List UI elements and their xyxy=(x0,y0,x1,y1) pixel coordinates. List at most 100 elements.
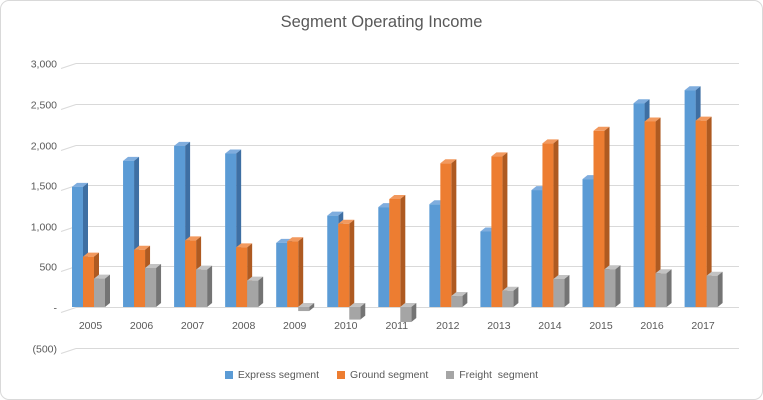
y-tick-connector xyxy=(60,348,77,354)
bar-ground-2017 xyxy=(695,120,707,307)
bar-ground-2015 xyxy=(593,130,605,307)
bar-top-ground-2016 xyxy=(644,117,661,122)
y-tick-connector xyxy=(60,307,77,313)
bar-express-2015 xyxy=(582,179,594,307)
bar-top-ground-2006 xyxy=(134,245,151,250)
bar-side-ground-2017 xyxy=(706,116,712,308)
bar-side-freight-2011 xyxy=(411,303,417,323)
bar-express-2013 xyxy=(480,231,492,307)
bar-top-express-2007 xyxy=(174,141,191,146)
bar-freight-2014 xyxy=(553,278,565,307)
bar-top-freight-2014 xyxy=(553,274,570,279)
legend-swatch-freight xyxy=(446,371,455,379)
y-tick-connector xyxy=(60,63,77,69)
bar-freight-2015 xyxy=(604,269,616,307)
bar-freight-2008 xyxy=(247,280,259,307)
bar-top-freight-2015 xyxy=(604,265,621,270)
bar-top-freight-2007 xyxy=(196,265,213,270)
x-axis-label: 2017 xyxy=(691,320,715,332)
x-axis-label: 2010 xyxy=(334,320,358,332)
bar-freight-2011 xyxy=(400,307,412,323)
bar-freight-2016 xyxy=(655,273,667,307)
bar-side-freight-2010 xyxy=(360,303,366,320)
bar-top-ground-2008 xyxy=(236,243,253,248)
y-axis-label: 500 xyxy=(39,262,57,274)
bar-ground-2006 xyxy=(134,249,146,307)
bar-freight-2006 xyxy=(145,268,157,307)
bar-freight-2009 xyxy=(298,307,310,312)
bar-top-ground-2012 xyxy=(440,159,457,164)
bar-side-ground-2015 xyxy=(604,126,610,308)
bar-top-express-2008 xyxy=(225,149,242,154)
bar-ground-2014 xyxy=(542,143,554,307)
bar-top-freight-2016 xyxy=(655,269,672,274)
x-axis-label: 2007 xyxy=(181,320,205,332)
bar-side-ground-2011 xyxy=(400,195,406,307)
bar-ground-2007 xyxy=(185,240,197,307)
legend-label-freight: Freight segment xyxy=(459,369,539,381)
x-axis-label: 2012 xyxy=(436,320,460,332)
bar-top-ground-2014 xyxy=(542,139,559,144)
legend-item-express: Express segment xyxy=(224,369,320,381)
bar-top-express-2005 xyxy=(72,182,88,187)
x-axis-label: 2009 xyxy=(283,320,307,332)
bar-top-express-2010 xyxy=(327,211,344,216)
bar-side-ground-2012 xyxy=(451,159,457,307)
bar-top-express-2016 xyxy=(633,99,650,104)
bar-express-2006 xyxy=(123,160,135,307)
bar-top-ground-2017 xyxy=(695,116,712,121)
bar-ground-2008 xyxy=(236,247,248,307)
bar-top-ground-2010 xyxy=(338,219,355,224)
bar-express-2012 xyxy=(429,204,441,307)
bar-side-freight-2006 xyxy=(156,264,162,307)
bar-side-ground-2014 xyxy=(553,139,559,307)
bar-side-freight-2005 xyxy=(105,274,110,307)
bar-side-ground-2016 xyxy=(655,117,661,307)
bar-side-freight-2012 xyxy=(462,292,468,307)
bar-side-freight-2015 xyxy=(615,265,621,307)
bar-ground-2009 xyxy=(287,241,299,307)
bar-top-ground-2007 xyxy=(185,236,202,241)
bar-side-ground-2013 xyxy=(502,152,508,307)
bar-express-2007 xyxy=(174,145,186,307)
chart-title: Segment Operating Income xyxy=(280,13,483,31)
x-axis-label: 2013 xyxy=(487,320,511,332)
y-axis-label: 2,000 xyxy=(31,141,57,153)
bar-side-freight-2009 xyxy=(309,303,315,312)
x-axis-label: 2014 xyxy=(538,320,562,332)
bar-top-freight-2009 xyxy=(298,303,315,307)
bar-top-ground-2013 xyxy=(491,152,508,157)
x-axis-label: 2016 xyxy=(640,320,664,332)
bar-top-freight-2011 xyxy=(400,303,417,307)
y-tick-connector xyxy=(60,145,77,151)
x-axis-label: 2008 xyxy=(232,320,256,332)
legend-swatch-express xyxy=(224,371,233,379)
x-axis-label: 2015 xyxy=(589,320,613,332)
bar-top-freight-2006 xyxy=(145,264,162,269)
bar-express-2011 xyxy=(378,207,390,307)
x-axis-label: 2006 xyxy=(130,320,154,332)
bar-side-freight-2007 xyxy=(207,265,213,307)
bar-express-2016 xyxy=(633,103,645,307)
bar-ground-2011 xyxy=(389,199,401,307)
bar-top-freight-2012 xyxy=(451,292,468,297)
bar-top-freight-2017 xyxy=(706,271,723,276)
bar-side-freight-2014 xyxy=(564,274,570,307)
y-tick-connector xyxy=(60,104,77,110)
legend-label-express: Express segment xyxy=(237,369,320,381)
bar-side-ground-2009 xyxy=(298,237,304,307)
bar-top-freight-2005 xyxy=(94,274,110,279)
bar-ground-2005 xyxy=(83,256,94,307)
bar-express-2017 xyxy=(684,90,696,307)
bar-ground-2013 xyxy=(491,156,503,307)
bar-ground-2010 xyxy=(338,223,350,307)
y-axis-label: 1,500 xyxy=(31,181,57,193)
bar-top-ground-2015 xyxy=(593,126,610,131)
legend-swatch-ground xyxy=(337,371,346,379)
y-axis-label: 3,000 xyxy=(31,59,57,71)
bar-freight-2017 xyxy=(706,275,718,307)
bar-side-freight-2017 xyxy=(717,271,723,307)
bar-freight-2012 xyxy=(451,296,463,307)
